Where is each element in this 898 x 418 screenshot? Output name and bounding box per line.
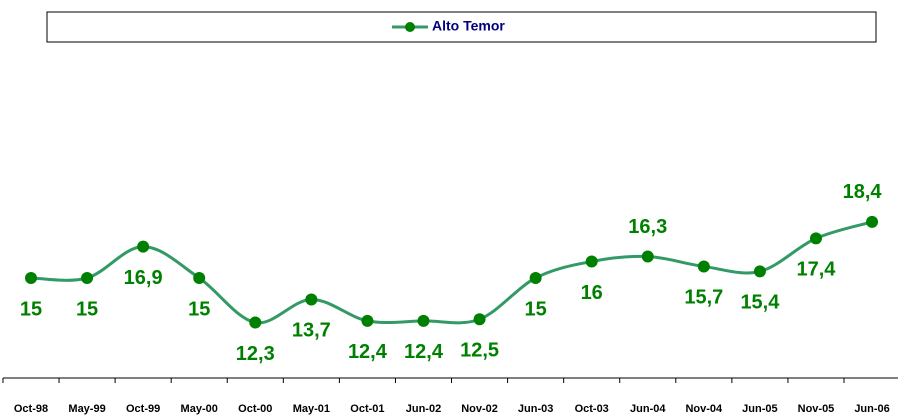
x-tick-label: Nov-02 — [461, 403, 498, 415]
data-point — [361, 314, 374, 327]
data-label: 15 — [525, 298, 547, 320]
data-label: 12,5 — [460, 340, 499, 362]
data-point — [249, 316, 262, 329]
x-tick-label: May-00 — [181, 403, 218, 415]
data-label: 15,4 — [740, 292, 780, 314]
data-point — [753, 265, 766, 278]
data-label: 17,4 — [797, 259, 837, 281]
data-label: 16 — [581, 282, 603, 304]
x-tick-label: Oct-01 — [350, 403, 384, 415]
data-label: 16,3 — [628, 216, 667, 238]
x-tick-label: Nov-04 — [685, 403, 723, 415]
x-tick-label: Jun-02 — [406, 403, 441, 415]
data-point — [585, 255, 598, 268]
data-point — [417, 314, 430, 327]
x-tick-label: Jun-03 — [518, 403, 553, 415]
legend-marker — [405, 22, 415, 32]
x-tick-label: Jun-06 — [854, 403, 889, 415]
data-label: 12,4 — [404, 341, 444, 363]
x-tick-label: Jun-04 — [630, 403, 666, 415]
x-tick-label: May-01 — [293, 403, 330, 415]
data-point — [193, 272, 206, 284]
x-tick-label: Oct-00 — [238, 403, 272, 415]
data-point — [809, 232, 822, 245]
data-point — [25, 272, 37, 284]
data-point — [529, 272, 542, 284]
x-tick-label: Nov-05 — [798, 403, 835, 415]
data-label: 16,9 — [124, 267, 163, 289]
data-label: 15 — [20, 298, 42, 320]
x-tick-label: May-99 — [68, 403, 105, 415]
data-label: 18,4 — [843, 181, 883, 203]
data-label: 12,3 — [236, 343, 275, 365]
series-line — [30, 220, 873, 325]
data-point — [473, 313, 486, 326]
data-label: 15 — [188, 298, 210, 320]
data-label: 15,7 — [684, 287, 723, 309]
data-label: 12,4 — [348, 341, 388, 363]
x-tick-label: Oct-98 — [14, 403, 48, 415]
data-point — [697, 260, 710, 273]
data-point — [305, 293, 318, 306]
x-tick-label: Oct-03 — [575, 403, 609, 415]
data-label: 13,7 — [292, 320, 331, 342]
x-tick-label: Jun-05 — [742, 403, 777, 415]
data-point — [641, 250, 654, 263]
data-label: 15 — [76, 298, 98, 320]
data-point — [81, 272, 94, 284]
x-tick-label: Oct-99 — [126, 403, 160, 415]
legend-box — [46, 11, 877, 43]
data-point — [137, 240, 150, 253]
legend-label: Alto Temor — [432, 18, 505, 34]
data-point — [866, 215, 879, 228]
